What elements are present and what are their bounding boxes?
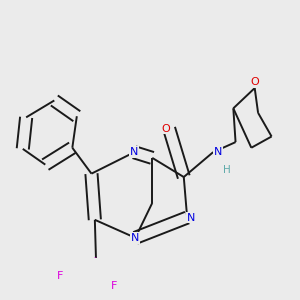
Text: N: N (214, 147, 222, 157)
Text: F: F (57, 271, 64, 281)
Text: N: N (187, 213, 195, 223)
Text: O: O (250, 77, 259, 87)
Text: H: H (223, 165, 231, 175)
Text: N: N (130, 147, 138, 157)
Text: N: N (131, 233, 140, 243)
Text: F: F (111, 280, 117, 291)
Text: O: O (161, 124, 170, 134)
